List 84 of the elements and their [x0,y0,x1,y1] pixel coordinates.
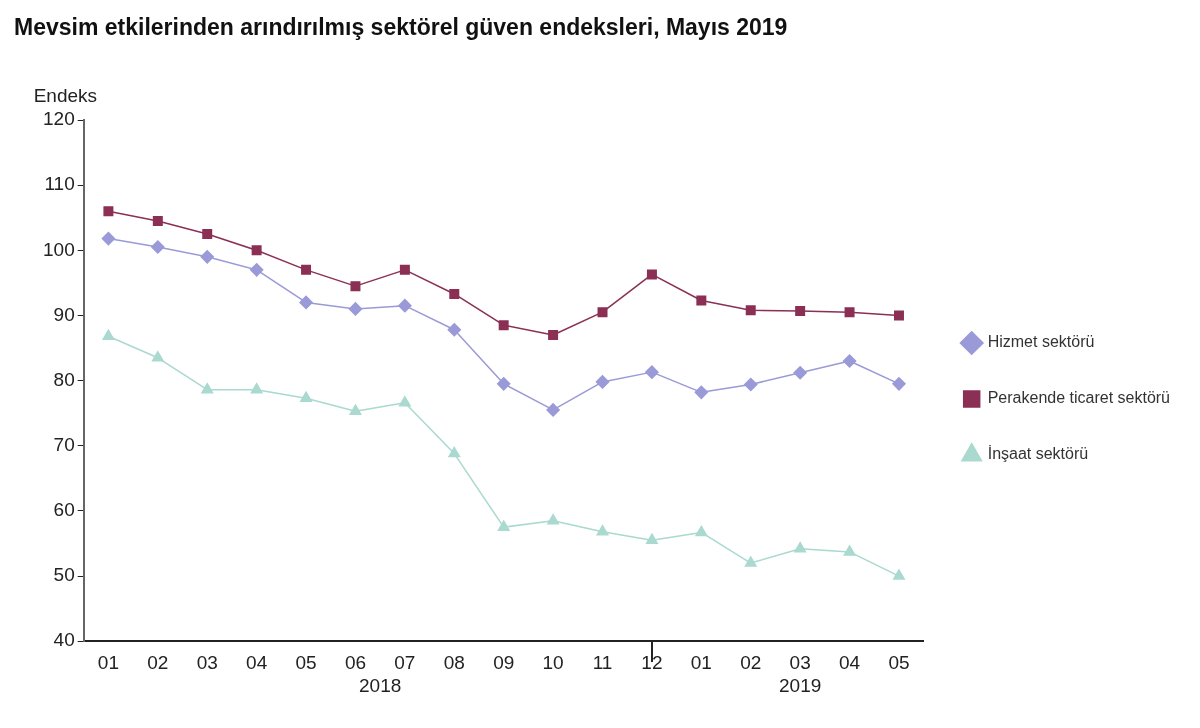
text: 2018 [359,674,402,696]
x-tick-label: 04 [246,651,268,673]
point [398,396,411,407]
point [496,377,511,391]
point [398,298,412,313]
legend-label: Perakende ticaret sektörü [987,389,1171,407]
y-tick-label: 40 [53,629,75,651]
point [596,525,609,536]
point [202,229,213,240]
point [498,320,509,331]
point [399,264,410,275]
point [546,403,560,417]
point [152,215,163,226]
point [300,391,312,402]
point [793,366,807,380]
chart-title: Mevsim etkilerinden arındırılmış sektörel güven endeksleri, Mayıs 2019 [14,14,788,41]
legend-label: Hizmet sektörü [987,333,1095,351]
x-tick-label: 01 [690,651,712,673]
point [449,288,460,299]
legend-label: İnşaat sektörü [987,444,1089,463]
x-tick-label: 10 [542,651,564,673]
x-tick-label: 07 [394,651,416,673]
point [251,245,262,256]
point [447,323,462,337]
x-tick-label: 05 [888,651,910,673]
x-tick-label: 03 [196,651,218,673]
point [301,264,312,275]
y-tick-label: 60 [53,499,75,521]
point [151,351,164,362]
point [743,377,758,392]
point [794,541,807,553]
point [744,556,757,567]
y-tick-label: 70 [53,433,75,455]
point [349,404,362,415]
x-tick-label: 11 [592,651,613,673]
point [547,513,560,525]
point [645,365,659,379]
point [200,250,214,264]
point [103,206,114,217]
text: 2019 [779,674,822,696]
point [893,569,905,580]
point [842,354,857,368]
point [201,382,214,394]
x-tick-label: 08 [443,651,465,673]
y-tick-label: 50 [53,564,75,586]
y-axis-title: Endeks [33,84,98,106]
point [151,240,165,254]
point [595,375,610,389]
point [102,329,115,341]
point [795,305,806,316]
x-tick-label: 05 [295,651,317,673]
x-tick-label: 02 [147,651,169,673]
point [893,310,904,321]
point [843,545,856,556]
y-tick-label: 100 [43,238,75,260]
y-tick-label: 80 [53,368,75,390]
x-tick-label: 12 [641,651,663,673]
x-tick-label: 09 [493,651,515,673]
y-tick-label: 120 [43,108,75,130]
point [348,302,363,316]
x-tick-label: 02 [740,651,762,673]
point [892,377,906,391]
point [646,269,657,280]
point [745,305,756,316]
point [350,281,361,292]
point [299,295,313,310]
x-tick-label: 06 [344,651,367,673]
point [597,307,608,318]
x-tick-label: 01 [97,651,119,673]
point [101,231,116,246]
y-tick-label: 110 [44,173,75,195]
point [695,525,708,537]
point [844,307,855,318]
point [497,520,510,531]
point [250,382,263,394]
point [448,446,461,458]
point [696,295,707,306]
point [694,385,709,400]
point [645,533,658,544]
point [249,263,264,277]
x-tick-label: 04 [838,651,861,673]
y-tick-label: 90 [53,303,75,325]
x-tick-label: 03 [789,651,811,673]
point [548,330,559,340]
